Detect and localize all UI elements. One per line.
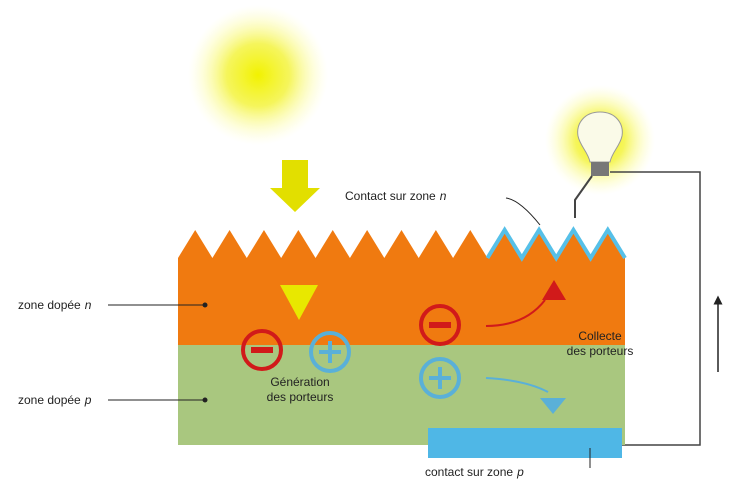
leaders bbox=[108, 197, 591, 468]
zone-n bbox=[178, 230, 625, 345]
sun bbox=[188, 5, 328, 145]
light-triangle bbox=[280, 285, 318, 320]
contact-p bbox=[428, 428, 622, 458]
electron-arrow bbox=[542, 280, 566, 300]
hole-path bbox=[485, 377, 549, 393]
wire bbox=[610, 171, 701, 446]
label-contact-p: contact sur zone p bbox=[425, 465, 524, 479]
bulb bbox=[577, 111, 623, 176]
label-zone-p: zone dopée p bbox=[18, 393, 92, 407]
label-zone-n: zone dopée n bbox=[18, 298, 92, 312]
label-contact-n: Contact sur zone n bbox=[345, 189, 447, 203]
hole-arrow bbox=[540, 398, 566, 414]
light-arrow bbox=[270, 160, 320, 212]
carriers bbox=[241, 304, 461, 399]
wire-contact bbox=[574, 175, 593, 218]
electron-path bbox=[485, 299, 546, 327]
contact-n bbox=[485, 226, 627, 262]
label-collecte: Collecte des porteurs bbox=[567, 329, 634, 358]
label-generation: Génération des porteurs bbox=[267, 375, 334, 404]
